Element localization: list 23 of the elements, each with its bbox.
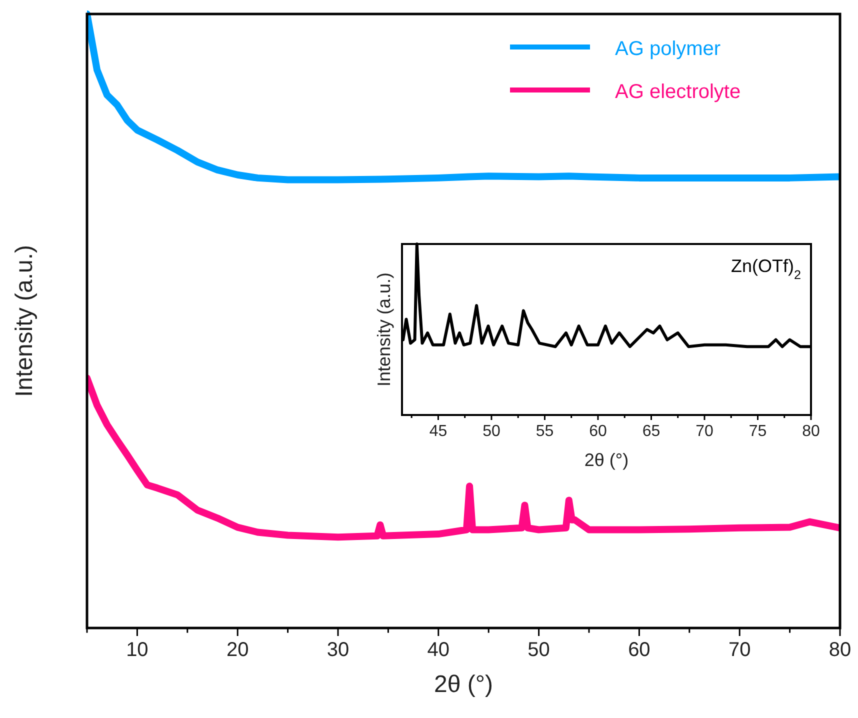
y-axis-title: Intensity (a.u.) [374, 272, 394, 387]
x-tick-label: 70 [696, 423, 714, 440]
x-tick-label: 50 [482, 423, 500, 440]
x-tick-label: 75 [748, 423, 767, 440]
x-tick-label: 65 [642, 423, 660, 440]
x-axis-title: 2θ (°) [584, 450, 629, 470]
y-axis-title: Intensity (a.u.) [11, 244, 38, 398]
x-tick-label: 80 [802, 423, 820, 440]
x-tick-label: 60 [589, 423, 607, 440]
x-tick-label: 50 [528, 639, 550, 661]
legend-label: AG polymer [615, 38, 721, 60]
x-tick-label: 20 [226, 639, 249, 661]
x-axis-title: 2θ (°) [434, 671, 493, 698]
x-tick-label: 10 [126, 639, 148, 661]
x-tick-label: 60 [628, 639, 650, 661]
x-tick-label: 30 [326, 639, 350, 661]
x-tick-label: 80 [828, 639, 852, 661]
legend-label: AG electrolyte [615, 81, 741, 103]
x-tick-label: 45 [429, 423, 448, 440]
x-tick-label: 40 [427, 639, 450, 661]
x-tick-label: 70 [728, 639, 751, 661]
x-tick-label: 55 [536, 423, 554, 440]
text: Zn(OTf)$_{2}$ [730, 256, 801, 282]
